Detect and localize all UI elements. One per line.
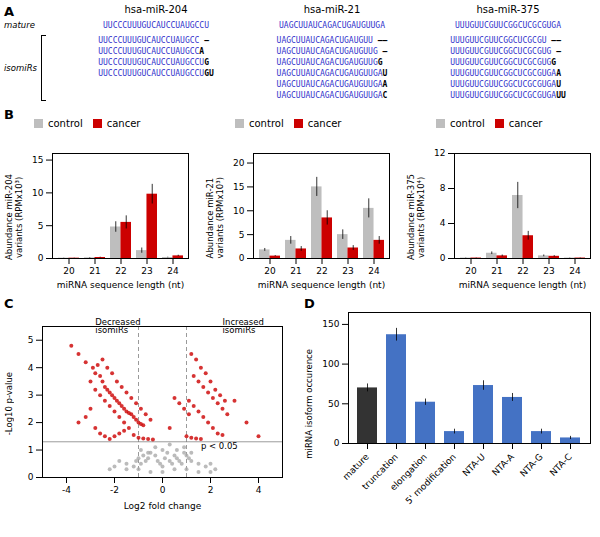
svg-text:0: 0 [28, 472, 34, 482]
svg-text:23: 23 [342, 266, 353, 276]
html-text:miRNA isoform occurence: miRNA isoform occurence [304, 348, 314, 459]
html-text:UUCCCUUUGUCAUCCUAUGCCU G: UUCCCUUUGUCAUCCUAUGCCU G [98, 58, 209, 67]
html-text:UAGCUUAUCAGACUGAUGUUG G: UAGCUUAUCAGACUGAUGUUG G [276, 58, 383, 67]
svg-text:0: 0 [38, 253, 44, 263]
svg-text:20: 20 [233, 158, 245, 168]
svg-text:NTA-A: NTA-A [490, 451, 517, 478]
html-text:UUUGUUCGUUCGGCUCGCGUGA: UUUGUUCGUUCGGCUCGCGUGA [455, 21, 561, 30]
svg-text:5: 5 [28, 335, 34, 345]
html-text:isomiRs: isomiRs [4, 63, 37, 73]
html-text:control: control [249, 118, 284, 129]
html-text:UUCCCUUUGUCAUCCUAUGCC A: UUCCCUUUGUCAUCCUAUGCC A [98, 47, 205, 56]
html-text:UAGCUUAUCAGACUGAUGUUGA U: UAGCUUAUCAGACUGAUGUUGA U [276, 69, 388, 78]
svg-text:miRNA sequence length (nt): miRNA sequence length (nt) [57, 280, 184, 290]
svg-text:23: 23 [141, 266, 152, 276]
svg-text:0: 0 [239, 253, 245, 263]
html-text:cancer: cancer [106, 118, 141, 129]
html-text:cancer: cancer [508, 118, 543, 129]
svg-text:4: 4 [440, 218, 446, 228]
html-text:UUCCCUUUGUCAUCCUAUGCCU: UUCCCUUUGUCAUCCUAUGCCU [103, 21, 209, 30]
html-text:C: C [4, 296, 14, 311]
svg-text:3: 3 [28, 390, 34, 400]
html-text:Increased: Increased [222, 316, 264, 327]
svg-text:100: 100 [322, 359, 339, 369]
html-text:B: B [4, 107, 14, 122]
svg-text:10: 10 [233, 206, 245, 216]
svg-text:150: 150 [322, 319, 339, 329]
svg-text:-4: -4 [62, 485, 71, 495]
html-text:mature: mature [4, 20, 35, 30]
html-text:Abundance miR-204 variants (RP: Abundance miR-204 variants (RPMx10³) [4, 174, 24, 261]
html-text:UUCCCUUUGUCAUCCUAUGCCU GU: UUCCCUUUGUCAUCCUAUGCCU GU [98, 69, 214, 78]
svg-text:1: 1 [28, 445, 34, 455]
svg-text:12: 12 [434, 148, 445, 158]
svg-text:23: 23 [543, 266, 554, 276]
svg-text:50: 50 [328, 399, 340, 409]
svg-text:NTA-U: NTA-U [461, 452, 487, 478]
svg-text:2: 2 [28, 417, 34, 427]
html-text:UUUGUUCGUUCGGCUCGCGUGA A: UUUGUUCGUUCGGCUCGCGUGA A [450, 69, 561, 78]
svg-text:miRNA sequence length (nt): miRNA sequence length (nt) [459, 280, 586, 290]
html-text:D: D [304, 296, 315, 311]
svg-text:20: 20 [264, 266, 276, 276]
html-text:UUUGUUCGUUCGGCUCGCGUG G: UUUGUUCGUUCGGCUCGCGUG G [450, 58, 557, 67]
html-text:UAGCUUAUCAGACUGAUGUU ––: UAGCUUAUCAGACUGAUGUU –– [276, 36, 388, 45]
html-text:UUUGUUCGUUCGGCUCGCGUG –: UUUGUUCGUUCGGCUCGCGUG – [450, 47, 561, 56]
svg-text:miRNA sequence length (nt): miRNA sequence length (nt) [258, 280, 385, 290]
html-text:UUUGUUCGUUCGGCUCGCGUGA U: UUUGUUCGUUCGGCUCGCGUGA U [450, 80, 561, 89]
svg-text:0: 0 [334, 438, 340, 448]
svg-text:22: 22 [517, 266, 528, 276]
html-text:hsa-miR-375: hsa-miR-375 [476, 4, 540, 15]
svg-text:0: 0 [160, 485, 166, 495]
html-text:cancer: cancer [307, 118, 342, 129]
svg-text:4: 4 [28, 363, 34, 373]
svg-text:4: 4 [256, 485, 262, 495]
svg-text:10: 10 [32, 188, 44, 198]
html-text:UUUGUUCGUUCGGCUCGCGUGA UU: UUUGUUCGUUCGGCUCGCGUGA UU [450, 91, 566, 100]
html-text:hsa-miR-21: hsa-miR-21 [303, 4, 361, 15]
html-text:UAGCUUAUCAGACUGAUGUUG –: UAGCUUAUCAGACUGAUGUUG – [276, 47, 388, 56]
svg-text:-2: -2 [110, 485, 119, 495]
html-text:UAGCUUAUCAGACUGAUGUUGA A: UAGCUUAUCAGACUGAUGUUGA A [276, 80, 388, 89]
html-text:UUUGUUCGUUCGGCUCGCGU ––: UUUGUUCGUUCGGCUCGCGU –– [450, 36, 561, 45]
svg-text:15: 15 [233, 182, 244, 192]
html-text:Abundance miR-375 variants (RP: Abundance miR-375 variants (RPMx10⁴) [406, 174, 426, 261]
svg-text:p < 0.05: p < 0.05 [201, 441, 238, 451]
html-text:UAGCUUAUCAGACUGAUGUUGA C: UAGCUUAUCAGACUGAUGUUGA C [276, 91, 388, 100]
html-text:control: control [450, 118, 485, 129]
svg-text:21: 21 [491, 266, 502, 276]
html-text:isomiRs: isomiRs [95, 325, 129, 336]
html-text:hsa-miR-204: hsa-miR-204 [124, 4, 188, 15]
svg-text:20: 20 [63, 266, 75, 276]
svg-text:5: 5 [239, 230, 245, 240]
svg-text:21: 21 [290, 266, 301, 276]
svg-text:20: 20 [465, 266, 477, 276]
svg-text:22: 22 [115, 266, 126, 276]
svg-text:elongation: elongation [388, 451, 429, 493]
svg-text:Log2 fold change: Log2 fold change [124, 501, 202, 511]
svg-text:15: 15 [32, 155, 43, 165]
svg-text:24: 24 [167, 266, 179, 276]
svg-text:NTA-C: NTA-C [548, 452, 574, 478]
svg-text:24: 24 [569, 266, 581, 276]
html-text:isomiRs: isomiRs [222, 325, 256, 336]
svg-text:22: 22 [316, 266, 327, 276]
svg-text:0: 0 [440, 253, 446, 263]
svg-text:5: 5 [38, 221, 44, 231]
svg-text:21: 21 [89, 266, 100, 276]
svg-text:2: 2 [208, 485, 214, 495]
html-text:UUCCCUUUGUCAUCCUAUGCC –: UUCCCUUUGUCAUCCUAUGCC – [98, 36, 209, 45]
svg-text:truncation: truncation [360, 451, 400, 492]
html-text:UAGCUUAUCAGACUGAUGUUGA: UAGCUUAUCAGACUGAUGUUGA [279, 21, 385, 30]
svg-text:24: 24 [368, 266, 380, 276]
html-text:A: A [4, 4, 15, 19]
svg-text:NTA-G: NTA-G [518, 452, 545, 479]
html-text:Abundance miR-21 variants (RPM: Abundance miR-21 variants (RPMx10³) [205, 177, 225, 259]
svg-text:mature: mature [340, 451, 371, 482]
html-text:-Log10 p-value: -Log10 p-value [4, 371, 14, 436]
html-text:Decreased: Decreased [95, 316, 141, 327]
html-text:control: control [48, 118, 83, 129]
svg-text:5' modification: 5' modification [404, 452, 458, 506]
svg-text:8: 8 [440, 183, 446, 193]
